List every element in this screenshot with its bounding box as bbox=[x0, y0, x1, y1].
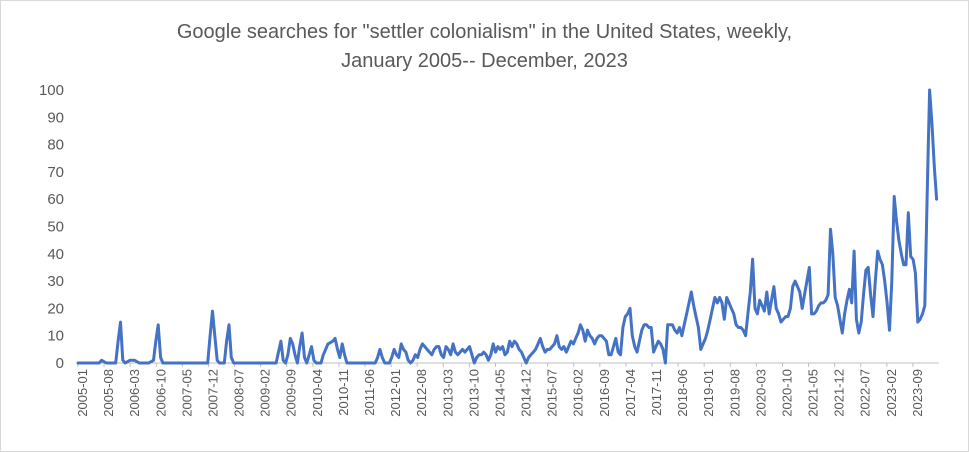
x-tick-label: 2017-04 bbox=[623, 369, 638, 417]
y-tick-label: 100 bbox=[39, 82, 64, 99]
x-tick-label: 2023-09 bbox=[910, 369, 925, 417]
y-tick-label: 90 bbox=[47, 109, 64, 126]
y-tick-label: 0 bbox=[56, 355, 64, 372]
y-tick-label: 80 bbox=[47, 137, 64, 154]
x-tick-label: 2013-03 bbox=[440, 369, 455, 417]
chart-title-line-1: Google searches for "settler colonialism… bbox=[176, 21, 793, 43]
y-tick-label: 70 bbox=[47, 164, 64, 181]
x-axis-ticks: 2005-01 2005-08 2006-03 2006-10 2007-05 2007-… bbox=[75, 363, 925, 417]
x-tick-label: 2019-08 bbox=[727, 369, 742, 417]
x-tick-label: 2020-03 bbox=[753, 369, 768, 417]
x-tick-label: 2015-07 bbox=[545, 369, 560, 417]
x-tick-label: 2006-10 bbox=[153, 369, 168, 417]
x-tick-label: 2018-06 bbox=[675, 369, 690, 417]
x-tick-label: 2005-01 bbox=[75, 369, 90, 417]
x-tick-label: 2012-08 bbox=[414, 369, 429, 417]
y-tick-label: 10 bbox=[47, 328, 64, 345]
x-tick-label: 2023-02 bbox=[884, 369, 899, 417]
x-tick-label: 2021-05 bbox=[806, 369, 821, 417]
x-tick-label: 2005-08 bbox=[101, 369, 116, 417]
chart-title: Google searches for "settler colonialism… bbox=[0, 18, 969, 76]
x-tick-label: 2020-10 bbox=[779, 369, 794, 417]
y-tick-label: 50 bbox=[47, 219, 64, 236]
x-tick-label: 2012-01 bbox=[388, 369, 403, 417]
x-tick-label: 2017-11 bbox=[649, 369, 664, 416]
x-tick-label: 2009-02 bbox=[258, 369, 273, 417]
x-tick-label: 2008-07 bbox=[232, 369, 247, 417]
x-tick-label: 2010-04 bbox=[310, 369, 325, 417]
chart-title-line-2: January 2005-- December, 2023 bbox=[341, 50, 628, 72]
y-tick-label: 30 bbox=[47, 273, 64, 290]
x-tick-label: 2007-05 bbox=[179, 369, 194, 417]
x-tick-label: 2013-10 bbox=[466, 369, 481, 417]
x-tick-label: 2022-07 bbox=[858, 369, 873, 417]
y-axis-ticks: 0 10 20 30 40 50 60 70 80 90 100 bbox=[39, 82, 64, 372]
x-tick-label: 2021-12 bbox=[832, 369, 847, 417]
x-tick-label: 2016-09 bbox=[597, 369, 612, 417]
x-tick-label: 2010-11 bbox=[336, 369, 351, 416]
series-line bbox=[76, 88, 939, 365]
x-tick-label: 2009-09 bbox=[284, 369, 299, 417]
x-tick-label: 2019-01 bbox=[701, 369, 716, 417]
x-tick-label: 2016-02 bbox=[571, 369, 586, 417]
y-tick-label: 40 bbox=[47, 246, 64, 263]
y-tick-label: 60 bbox=[47, 191, 64, 208]
x-tick-label: 2007-12 bbox=[205, 369, 220, 417]
x-tick-label: 2006-03 bbox=[127, 369, 142, 417]
x-tick-label: 2014-12 bbox=[519, 369, 534, 417]
x-tick-label: 2011-06 bbox=[362, 369, 377, 416]
series-group bbox=[76, 88, 939, 365]
x-tick-label: 2014-05 bbox=[492, 369, 507, 417]
y-tick-label: 20 bbox=[47, 300, 64, 317]
